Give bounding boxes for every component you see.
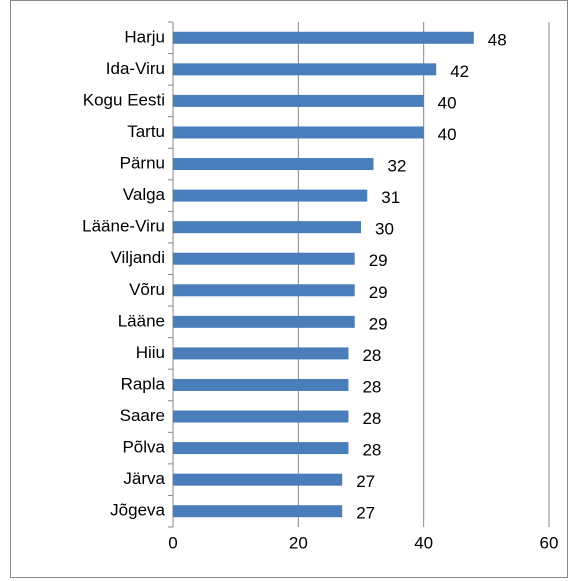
y-tick-label: Viljandi — [110, 248, 165, 267]
data-label: 42 — [450, 62, 469, 81]
y-tick-label: Pärnu — [120, 154, 165, 173]
data-label: 28 — [362, 441, 381, 460]
y-tick-label: Jõgeva — [110, 501, 165, 520]
y-tick-label: Hiiu — [136, 343, 165, 362]
bar — [173, 315, 355, 328]
bar — [173, 378, 349, 391]
y-tick-label: Kogu Eesti — [83, 90, 165, 109]
bar — [173, 189, 368, 202]
y-tick-label: Põlva — [122, 438, 165, 457]
data-label: 27 — [356, 472, 375, 491]
x-tick-label: 0 — [168, 533, 177, 552]
bar — [173, 94, 424, 107]
y-tick-label: Ida-Viru — [106, 59, 165, 78]
data-label: 32 — [388, 157, 407, 176]
x-tick-label: 20 — [289, 533, 308, 552]
bar — [173, 284, 355, 297]
y-tick-label: Lääne-Viru — [82, 217, 165, 236]
x-tick-label: 60 — [540, 533, 559, 552]
data-label: 48 — [488, 30, 507, 49]
bar — [173, 347, 349, 360]
bar — [173, 158, 374, 171]
y-tick-label: Lääne — [118, 311, 165, 330]
y-tick-label: Saare — [120, 406, 165, 425]
data-label: 29 — [369, 283, 388, 302]
data-label: 27 — [356, 504, 375, 523]
y-tick-label: Tartu — [127, 122, 165, 141]
data-label: 31 — [381, 188, 400, 207]
bar — [173, 442, 349, 455]
y-tick-label: Rapla — [121, 374, 166, 393]
bar — [173, 505, 343, 518]
bar — [173, 221, 361, 234]
x-tick-label: 40 — [414, 533, 433, 552]
bar — [173, 410, 349, 423]
bar — [173, 126, 424, 139]
data-label: 28 — [362, 346, 381, 365]
bar — [173, 252, 355, 265]
y-tick-label: Harju — [124, 27, 165, 46]
data-label: 29 — [369, 251, 388, 270]
data-label: 28 — [362, 377, 381, 396]
bar — [173, 31, 474, 44]
data-label: 40 — [438, 93, 457, 112]
data-label: 29 — [369, 314, 388, 333]
data-label: 30 — [375, 220, 394, 239]
bar — [173, 473, 343, 486]
y-tick-label: Valga — [123, 185, 166, 204]
y-tick-label: Järva — [123, 469, 165, 488]
bar — [173, 63, 437, 76]
data-label: 40 — [438, 125, 457, 144]
data-label: 28 — [362, 409, 381, 428]
y-tick-label: Võru — [129, 280, 165, 299]
